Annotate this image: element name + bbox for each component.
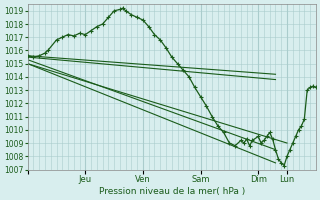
X-axis label: Pression niveau de la mer( hPa ): Pression niveau de la mer( hPa ) [99,187,245,196]
